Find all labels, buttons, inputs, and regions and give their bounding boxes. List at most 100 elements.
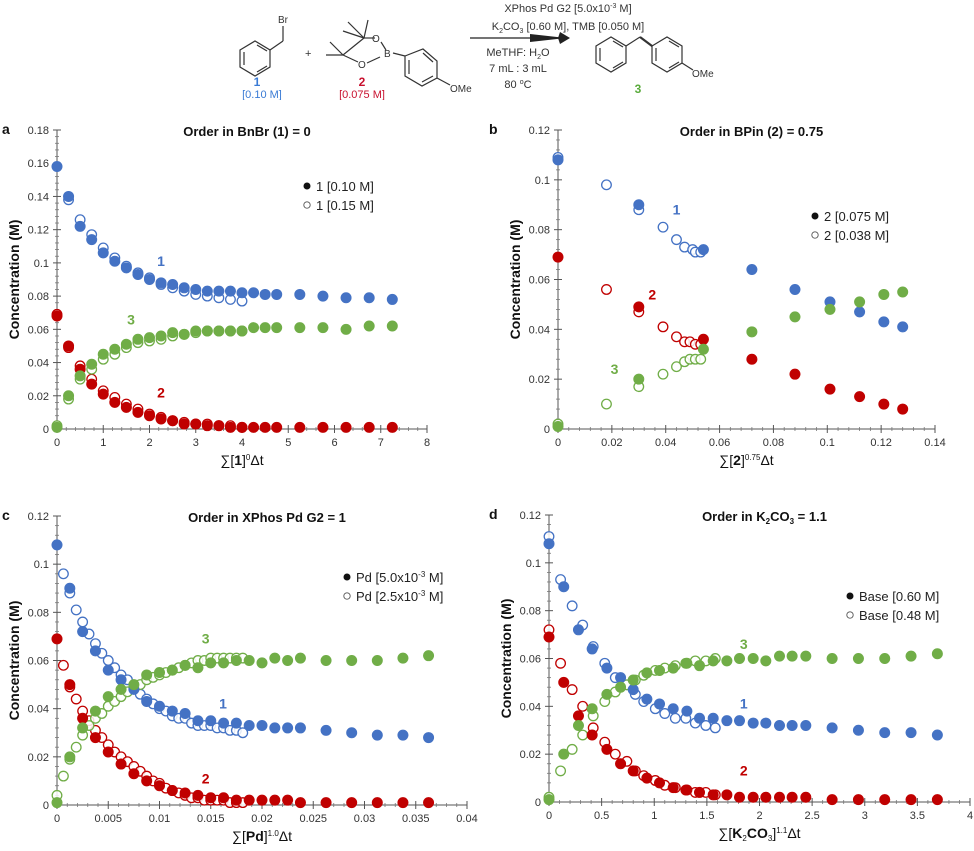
series-annotation-3: 3	[611, 361, 619, 377]
data-point-filled	[74, 220, 86, 232]
x-axis-label: ∑[1]0Δt	[220, 452, 263, 468]
data-point-filled	[615, 758, 627, 770]
data-point-filled	[667, 703, 679, 715]
methoxy-label-2: OMe	[450, 84, 472, 95]
x-tick-label: 2	[146, 437, 152, 449]
data-point-open	[669, 712, 681, 724]
y-tick-label: 0	[43, 424, 49, 436]
x-tick-label: 2	[756, 810, 762, 822]
data-point-filled	[269, 794, 281, 806]
data-point-filled	[773, 791, 785, 803]
data-point-filled	[707, 789, 719, 801]
data-point-filled	[102, 664, 114, 676]
x-tick-label: 0.02	[601, 437, 622, 449]
x-axis-label-part: Δt	[279, 828, 292, 844]
x-axis-label-part: ∑[	[232, 828, 246, 844]
data-point-filled	[931, 729, 943, 741]
data-point-filled	[141, 775, 153, 787]
data-point-filled	[552, 154, 564, 166]
data-point-filled	[931, 794, 943, 806]
data-point-filled	[543, 538, 555, 550]
x-axis-label-part: ∑[	[719, 452, 733, 468]
data-point-open	[671, 234, 682, 246]
data-point-filled	[721, 655, 733, 667]
data-point-filled	[852, 653, 864, 665]
data-point-filled	[317, 322, 329, 334]
reaction-arrow-head-wide	[530, 34, 566, 42]
oxygen-label-2: O	[358, 60, 366, 71]
data-point-filled	[109, 396, 121, 408]
data-point-filled	[879, 653, 891, 665]
series-2-filled	[543, 631, 943, 806]
data-point-filled	[423, 797, 435, 809]
legend-marker-filled	[343, 573, 351, 581]
data-point-filled	[166, 664, 178, 676]
data-point-filled	[371, 655, 383, 667]
data-point-filled	[155, 330, 167, 342]
data-point-filled	[269, 722, 281, 734]
x-tick-label: 0.14	[924, 437, 945, 449]
series-3-filled	[51, 320, 398, 433]
x-tick-label: 0	[546, 810, 552, 822]
series-2-filled	[51, 633, 435, 809]
data-point-filled	[747, 717, 759, 729]
x-axis-label-part: K	[732, 825, 742, 841]
data-point-filled	[397, 797, 409, 809]
data-point-filled	[271, 421, 283, 433]
data-point-filled	[271, 288, 283, 300]
data-point-filled	[320, 655, 332, 667]
data-point-filled	[800, 650, 812, 662]
data-point-filled	[878, 398, 890, 410]
data-point-filled	[654, 777, 666, 789]
x-tick-label: 0.02	[251, 813, 272, 825]
data-point-filled	[190, 283, 202, 295]
data-point-filled	[64, 751, 76, 763]
x-tick-label: 5	[285, 437, 291, 449]
legend-label: Base [0.60 M]	[859, 589, 939, 604]
data-point-filled	[601, 688, 613, 700]
data-point-filled	[167, 278, 179, 290]
x-tick-label: 3	[193, 437, 199, 449]
data-point-filled	[558, 748, 570, 760]
x-tick-label: 0.5	[594, 810, 609, 822]
data-point-filled	[271, 322, 283, 334]
series-1-filled	[552, 154, 909, 333]
legend-marker-open	[811, 231, 819, 239]
y-tick-label: 0.04	[529, 324, 550, 336]
data-point-filled	[654, 698, 666, 710]
data-point-filled	[615, 681, 627, 693]
data-point-filled	[243, 655, 255, 667]
x-tick-label: 2.5	[804, 810, 819, 822]
data-point-filled	[201, 420, 213, 432]
data-point-filled	[824, 303, 836, 315]
data-point-filled	[115, 683, 127, 695]
data-point-filled	[633, 373, 645, 385]
legend-marker-filled	[846, 592, 854, 600]
data-point-filled	[63, 340, 75, 352]
chart-panel-a: a Order in BnBr (1) = 0 0 0.02 0.04 0.06 0.08 0…	[2, 121, 430, 468]
chart-panel-d: d Order in K2CO3 = 1.100.020.040.060.080.…	[489, 506, 973, 843]
x-axis-label-part: 0.75	[745, 453, 761, 462]
data-point-filled	[340, 323, 352, 335]
x-tick-label: 0.1	[820, 437, 835, 449]
data-point-filled	[155, 413, 167, 425]
x-tick-label: 0	[555, 437, 561, 449]
data-point-filled	[102, 691, 114, 703]
data-point-filled	[166, 705, 178, 717]
data-point-filled	[734, 715, 746, 727]
data-point-filled	[294, 722, 306, 734]
legend-label: 2 [0.038 M]	[824, 228, 889, 243]
data-point-filled	[371, 797, 383, 809]
data-point-filled	[178, 418, 190, 430]
data-point-filled	[681, 657, 693, 669]
data-point-filled	[77, 712, 89, 724]
data-point-open	[657, 368, 669, 380]
data-point-filled	[144, 410, 156, 422]
data-point-filled	[77, 722, 89, 734]
data-point-open	[601, 398, 612, 410]
y-tick-label: 0.02	[529, 374, 550, 386]
y-tick-label: 0.02	[28, 391, 49, 403]
product-structure	[595, 36, 694, 73]
x-axis-label-part: ]	[772, 825, 776, 841]
data-point-filled	[51, 421, 63, 433]
